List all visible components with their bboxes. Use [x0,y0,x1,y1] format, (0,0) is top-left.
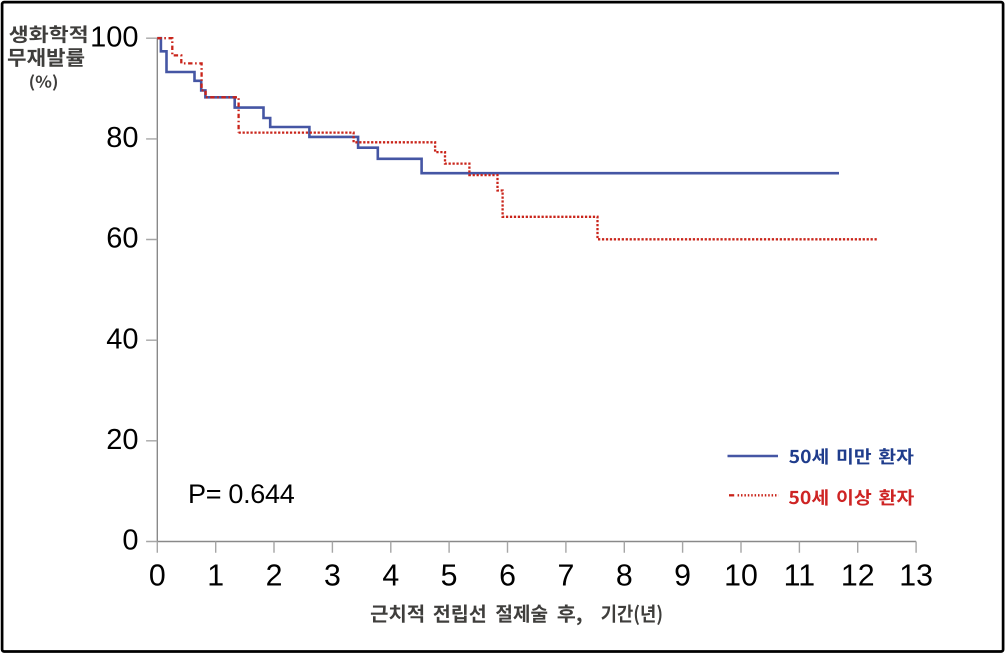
svg-text:5: 5 [441,560,458,593]
svg-text:10: 10 [724,560,758,593]
svg-text:0: 0 [149,560,166,593]
svg-text:80: 80 [106,122,138,154]
svg-text:6: 6 [499,560,516,593]
svg-text:40: 40 [106,323,138,355]
svg-text:0: 0 [122,525,138,557]
svg-text:P= 0.644: P= 0.644 [188,479,295,509]
svg-text:11: 11 [784,560,815,593]
svg-text:8: 8 [616,560,633,593]
svg-text:7: 7 [557,560,574,593]
svg-text:3: 3 [324,560,341,593]
svg-text:2: 2 [266,560,283,593]
svg-text:20: 20 [106,424,138,456]
svg-text:13: 13 [899,560,933,593]
svg-text:1: 1 [207,560,224,593]
svg-text:4: 4 [382,560,399,593]
svg-text:9: 9 [674,560,691,593]
svg-text:100: 100 [90,21,138,53]
svg-text:12: 12 [841,560,875,593]
svg-text:60: 60 [106,223,138,255]
